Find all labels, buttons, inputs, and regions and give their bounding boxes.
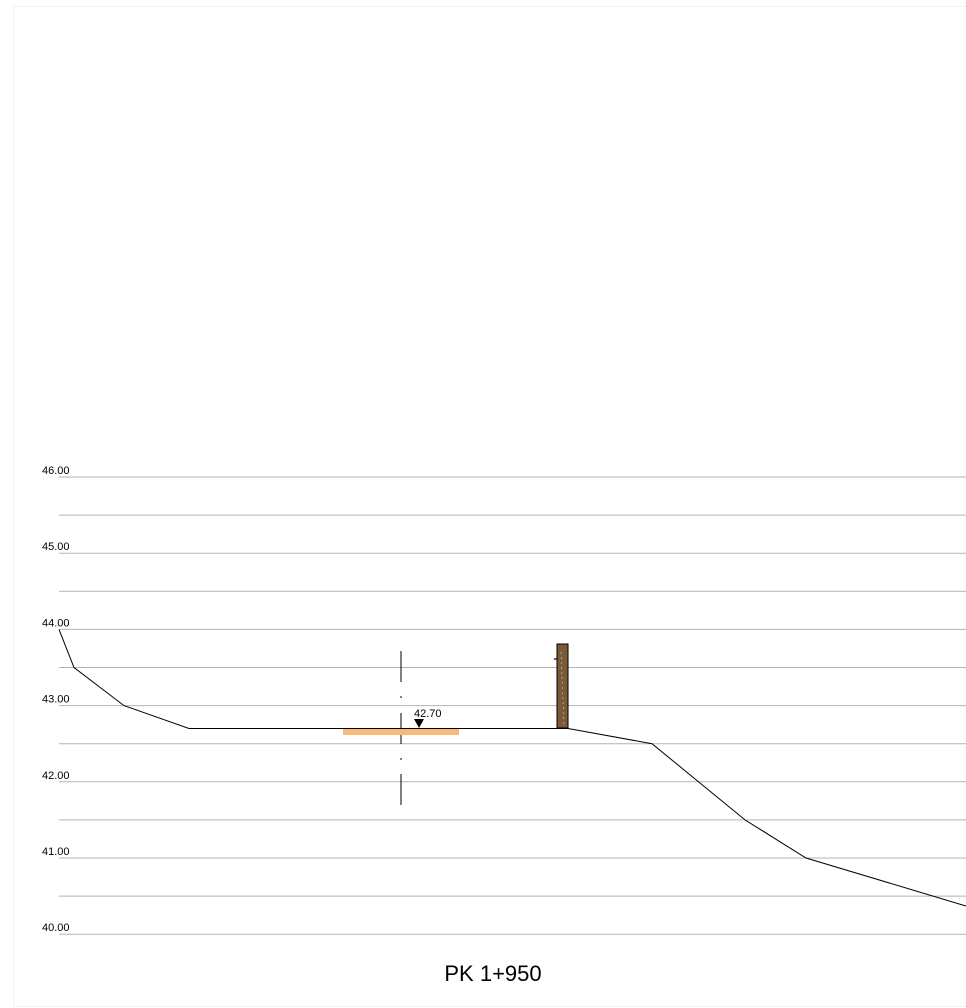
- elevation-label: 40.00: [42, 922, 70, 934]
- elevation-label: 43.00: [42, 694, 70, 706]
- terrain-profile-line: [58, 629, 966, 907]
- wooden-post: [554, 643, 569, 729]
- elevation-label: 44.00: [42, 617, 70, 629]
- elevation-label: 41.00: [42, 846, 70, 858]
- elevation-label: 45.00: [42, 541, 70, 553]
- elevation-labels: 46.00 45.00 44.00 43.00 42.00 41.00 40.00: [42, 465, 70, 934]
- elevation-marker-triangle: [414, 719, 424, 728]
- elevation-grid: [59, 476, 966, 935]
- section-title: PK 1+950: [444, 961, 541, 986]
- elevation-marker-label: 42.70: [414, 708, 442, 720]
- sheet-border: [13, 6, 966, 1007]
- elevation-label: 46.00: [42, 465, 70, 477]
- elevation-label: 42.00: [42, 770, 70, 782]
- road-surface-bar: [343, 728, 459, 735]
